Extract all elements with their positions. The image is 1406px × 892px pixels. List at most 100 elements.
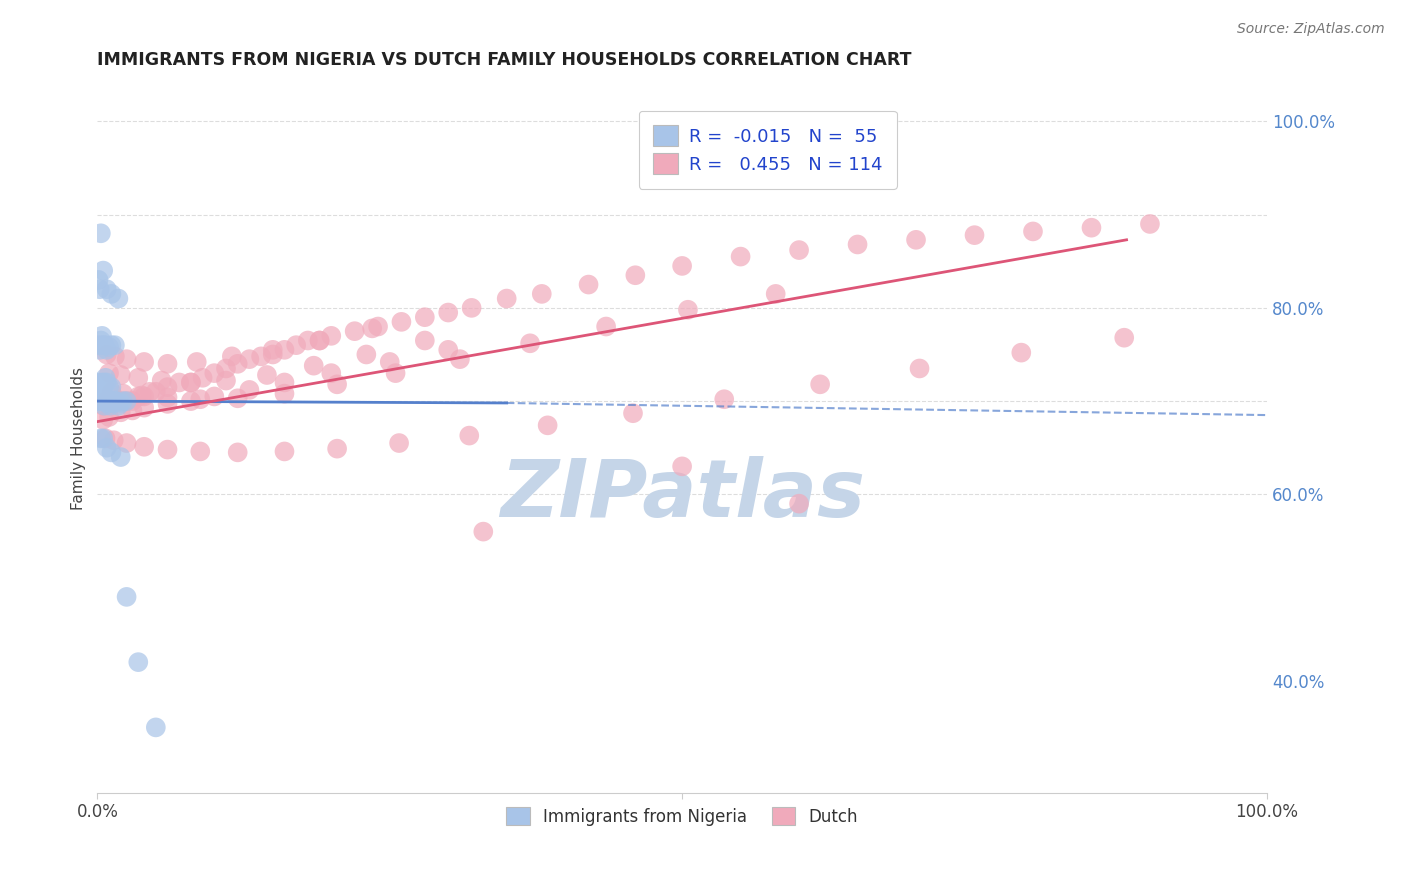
Point — [87, 273, 110, 287]
Point — [96, 441, 118, 455]
Point — [100, 338, 122, 352]
Text: Source: ZipAtlas.com: Source: ZipAtlas.com — [1237, 22, 1385, 37]
Point — [343, 324, 366, 338]
Point — [101, 394, 124, 409]
Point — [139, 384, 162, 399]
Point — [846, 237, 869, 252]
Point — [905, 233, 928, 247]
Point — [226, 445, 249, 459]
Point — [115, 394, 138, 409]
Point — [100, 445, 122, 459]
Point — [808, 377, 831, 392]
Point — [91, 394, 114, 409]
Point — [115, 394, 138, 409]
Point — [308, 334, 330, 348]
Point — [87, 338, 110, 352]
Point — [226, 392, 249, 406]
Point — [110, 396, 132, 410]
Point — [100, 394, 122, 409]
Text: IMMIGRANTS FROM NIGERIA VS DUTCH FAMILY HOUSEHOLDS CORRELATION CHART: IMMIGRANTS FROM NIGERIA VS DUTCH FAMILY … — [97, 51, 912, 69]
Point — [495, 292, 517, 306]
Point — [103, 396, 125, 410]
Point — [110, 450, 132, 464]
Point — [536, 418, 558, 433]
Point — [671, 259, 693, 273]
Point — [388, 436, 411, 450]
Point — [356, 347, 378, 361]
Point — [787, 243, 810, 257]
Legend: Immigrants from Nigeria, Dutch: Immigrants from Nigeria, Dutch — [498, 799, 866, 834]
Point — [145, 720, 167, 734]
Point — [104, 338, 127, 352]
Point — [96, 347, 118, 361]
Point — [391, 315, 413, 329]
Point — [98, 366, 121, 380]
Point — [89, 380, 111, 394]
Point — [134, 440, 156, 454]
Point — [91, 376, 114, 390]
Point — [93, 399, 115, 413]
Point — [91, 263, 114, 277]
Point — [98, 409, 121, 424]
Point — [91, 431, 114, 445]
Point — [145, 384, 167, 399]
Point — [156, 442, 179, 457]
Point — [91, 329, 114, 343]
Point — [94, 394, 117, 409]
Point — [90, 384, 112, 399]
Point — [107, 292, 129, 306]
Point — [215, 361, 238, 376]
Point — [238, 383, 260, 397]
Point — [100, 286, 122, 301]
Point — [262, 347, 284, 361]
Point — [90, 431, 112, 445]
Point — [262, 343, 284, 357]
Point — [765, 286, 787, 301]
Point — [519, 336, 541, 351]
Point — [180, 394, 202, 409]
Point — [191, 371, 214, 385]
Point — [100, 396, 122, 410]
Point — [308, 334, 330, 348]
Point — [250, 349, 273, 363]
Point — [180, 376, 202, 390]
Point — [134, 401, 156, 415]
Point — [87, 376, 110, 390]
Point — [384, 366, 406, 380]
Point — [437, 343, 460, 357]
Point — [787, 497, 810, 511]
Point — [96, 282, 118, 296]
Point — [449, 352, 471, 367]
Point — [713, 392, 735, 407]
Point — [91, 399, 114, 413]
Point — [378, 355, 401, 369]
Point — [90, 227, 112, 241]
Point — [167, 376, 190, 390]
Point — [110, 368, 132, 382]
Point — [91, 338, 114, 352]
Point — [98, 399, 121, 413]
Point — [112, 394, 135, 409]
Point — [98, 394, 121, 409]
Point — [180, 376, 202, 390]
Point — [127, 389, 149, 403]
Point — [273, 376, 295, 390]
Point — [115, 352, 138, 367]
Point — [104, 394, 127, 409]
Point — [103, 434, 125, 448]
Point — [98, 380, 121, 394]
Point — [91, 384, 114, 399]
Point — [110, 405, 132, 419]
Point — [127, 655, 149, 669]
Point — [595, 319, 617, 334]
Point — [326, 442, 349, 456]
Point — [367, 319, 389, 334]
Point — [908, 361, 931, 376]
Point — [96, 343, 118, 357]
Point — [621, 406, 644, 420]
Point — [156, 397, 179, 411]
Point — [326, 377, 349, 392]
Point — [121, 394, 143, 409]
Point — [671, 459, 693, 474]
Point — [96, 396, 118, 410]
